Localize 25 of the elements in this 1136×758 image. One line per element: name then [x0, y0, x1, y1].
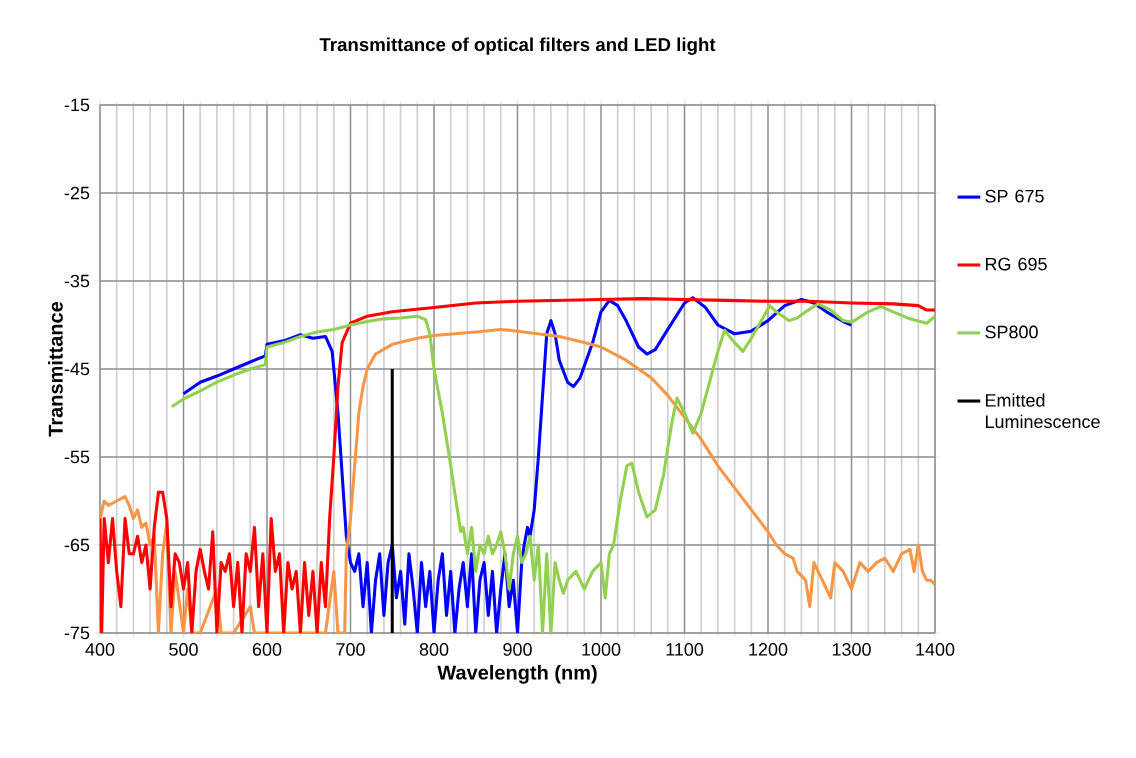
x-tick-label: 1200	[749, 643, 788, 656]
y-tick-label: -35	[64, 274, 90, 288]
x-tick-label: 500	[169, 643, 198, 656]
legend-label: Emitted Luminescence	[985, 393, 1100, 429]
y-tick-label: -45	[64, 362, 90, 376]
y-tick-label: -65	[64, 538, 90, 552]
x-tick-label: 1100	[666, 643, 704, 656]
x-tick-label: 800	[419, 643, 449, 656]
x-tick-label: 700	[336, 643, 365, 656]
x-tick-label: 600	[252, 643, 282, 656]
legend-label: SP800	[985, 325, 1038, 339]
x-tick-label: 900	[503, 643, 532, 656]
x-tick-label: 1300	[832, 643, 871, 656]
legend-label: RG 695	[985, 257, 1047, 271]
legend-label: SP 675	[985, 189, 1044, 203]
y-tick-label: -15	[64, 98, 90, 112]
y-tick-label: -25	[64, 186, 90, 200]
y-axis-title: Transmittance	[48, 301, 63, 437]
x-tick-label: 1000	[582, 643, 621, 656]
x-tick-label: 1400	[916, 643, 955, 656]
x-axis-title: Wavelength (nm)	[437, 664, 597, 684]
y-tick-label: -75	[64, 626, 90, 640]
chart-title: Transmittance of optical filters and LED light	[319, 37, 716, 55]
y-tick-label: -55	[64, 450, 90, 464]
x-tick-label: 400	[85, 643, 115, 656]
